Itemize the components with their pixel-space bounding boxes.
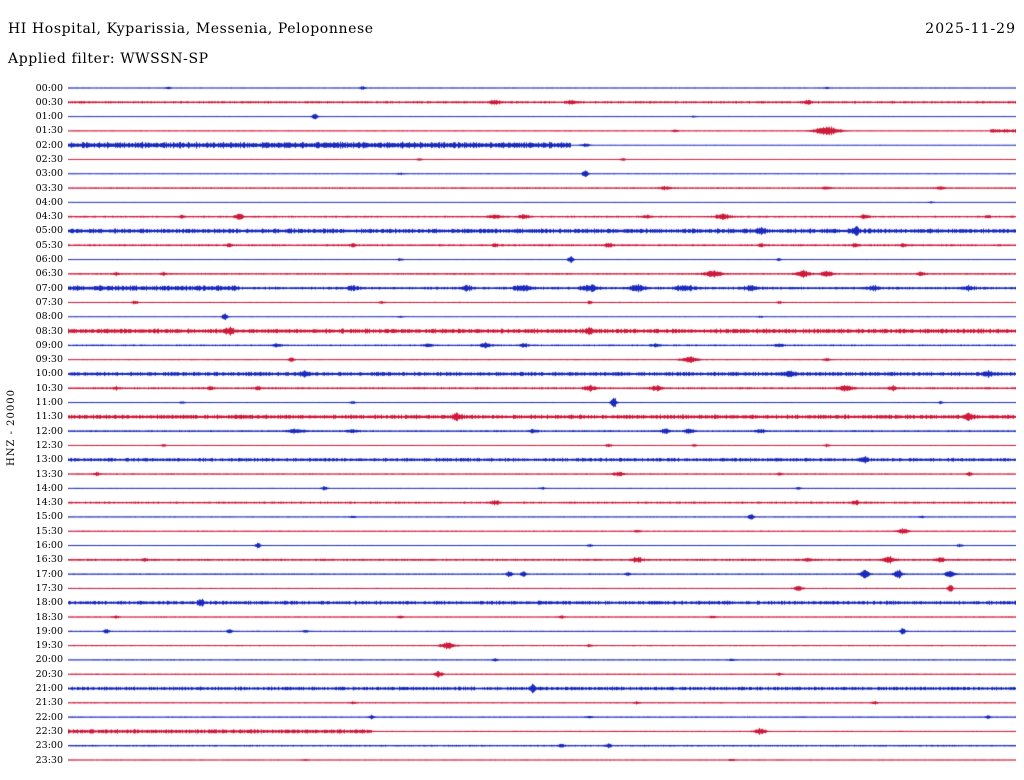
time-label: 12:00 bbox=[35, 425, 63, 437]
time-label: 09:00 bbox=[35, 339, 63, 351]
time-label: 11:00 bbox=[35, 397, 63, 409]
time-label: 05:00 bbox=[35, 225, 63, 237]
station-title: HI Hospital, Kyparissia, Messenia, Pelop… bbox=[8, 21, 374, 37]
time-label: 02:30 bbox=[35, 153, 63, 165]
helicorder-canvas bbox=[68, 80, 1016, 775]
time-label: 01:30 bbox=[35, 125, 63, 137]
time-label: 12:30 bbox=[35, 439, 63, 451]
time-label: 03:00 bbox=[35, 168, 63, 180]
time-label: 06:00 bbox=[35, 254, 63, 266]
time-label: 18:00 bbox=[35, 597, 63, 609]
time-label: 23:30 bbox=[35, 754, 63, 766]
time-label: 15:00 bbox=[35, 511, 63, 523]
time-label: 15:30 bbox=[35, 525, 63, 537]
time-label: 00:00 bbox=[35, 82, 63, 94]
time-label: 13:30 bbox=[35, 468, 63, 480]
time-label: 14:00 bbox=[35, 482, 63, 494]
time-label: 21:00 bbox=[35, 683, 63, 695]
time-label: 08:00 bbox=[35, 311, 63, 323]
time-label: 17:30 bbox=[35, 582, 63, 594]
time-label: 18:30 bbox=[35, 611, 63, 623]
time-label: 05:30 bbox=[35, 239, 63, 251]
time-label: 20:30 bbox=[35, 668, 63, 680]
time-label: 20:00 bbox=[35, 654, 63, 666]
time-label: 13:00 bbox=[35, 454, 63, 466]
time-label: 22:00 bbox=[35, 711, 63, 723]
time-label: 17:00 bbox=[35, 568, 63, 580]
time-label: 23:00 bbox=[35, 740, 63, 752]
time-label: 04:30 bbox=[35, 211, 63, 223]
time-label: 21:30 bbox=[35, 697, 63, 709]
time-label: 07:00 bbox=[35, 282, 63, 294]
time-label: 02:00 bbox=[35, 139, 63, 151]
time-label: 06:30 bbox=[35, 268, 63, 280]
time-label: 19:00 bbox=[35, 625, 63, 637]
time-label: 11:30 bbox=[35, 411, 63, 423]
time-label: 09:30 bbox=[35, 354, 63, 366]
time-label: 00:30 bbox=[35, 96, 63, 108]
time-label: 22:30 bbox=[35, 725, 63, 737]
date-label: 2025-11-29 bbox=[925, 21, 1016, 37]
time-label: 04:00 bbox=[35, 196, 63, 208]
time-label: 16:00 bbox=[35, 540, 63, 552]
time-label: 07:30 bbox=[35, 296, 63, 308]
time-label: 10:00 bbox=[35, 368, 63, 380]
time-label: 19:30 bbox=[35, 640, 63, 652]
time-label: 10:30 bbox=[35, 382, 63, 394]
time-label: 14:30 bbox=[35, 497, 63, 509]
time-label: 08:30 bbox=[35, 325, 63, 337]
time-label: 01:00 bbox=[35, 111, 63, 123]
time-label: 16:30 bbox=[35, 554, 63, 566]
time-label: 03:30 bbox=[35, 182, 63, 194]
filter-label: Applied filter: WWSSN-SP bbox=[8, 51, 209, 67]
